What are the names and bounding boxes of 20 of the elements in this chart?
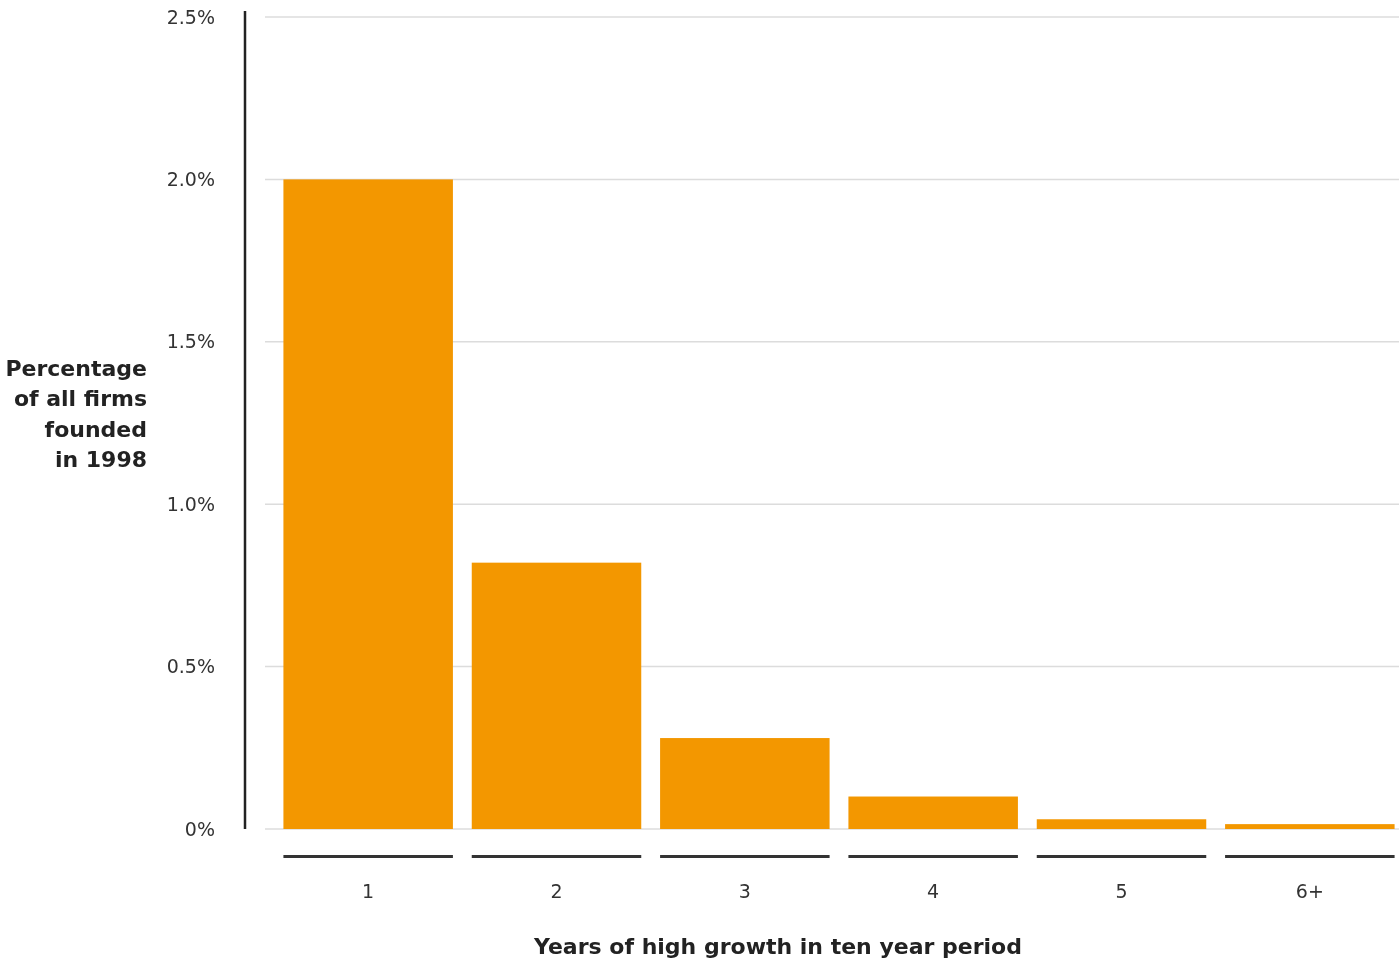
bar [1225, 824, 1395, 829]
y-tick-label: 2.0% [166, 168, 215, 191]
y-tick-label: 0.5% [166, 655, 215, 678]
x-tick-label: 3 [738, 879, 751, 902]
bar [848, 796, 1018, 829]
y-tick-label: 1.5% [166, 330, 215, 353]
x-tick-label: 2 [550, 879, 563, 902]
y-tick-label: 2.5% [166, 5, 215, 28]
y-axis-title: Percentage of all firms founded in 1998 [5, 355, 147, 473]
y-tick-label: 0% [184, 817, 215, 840]
bar [660, 738, 830, 829]
bar [1036, 819, 1207, 829]
x-tick-label: 6+ [1295, 879, 1324, 902]
x-tick-label: 5 [1115, 879, 1128, 902]
y-tick-label: 1.0% [166, 492, 215, 515]
x-tick-label: 1 [362, 879, 375, 902]
x-axis-title: Years of high growth in ten year period [533, 933, 1022, 959]
bar [283, 179, 453, 829]
bar [471, 562, 642, 829]
x-tick-label: 4 [927, 879, 940, 902]
